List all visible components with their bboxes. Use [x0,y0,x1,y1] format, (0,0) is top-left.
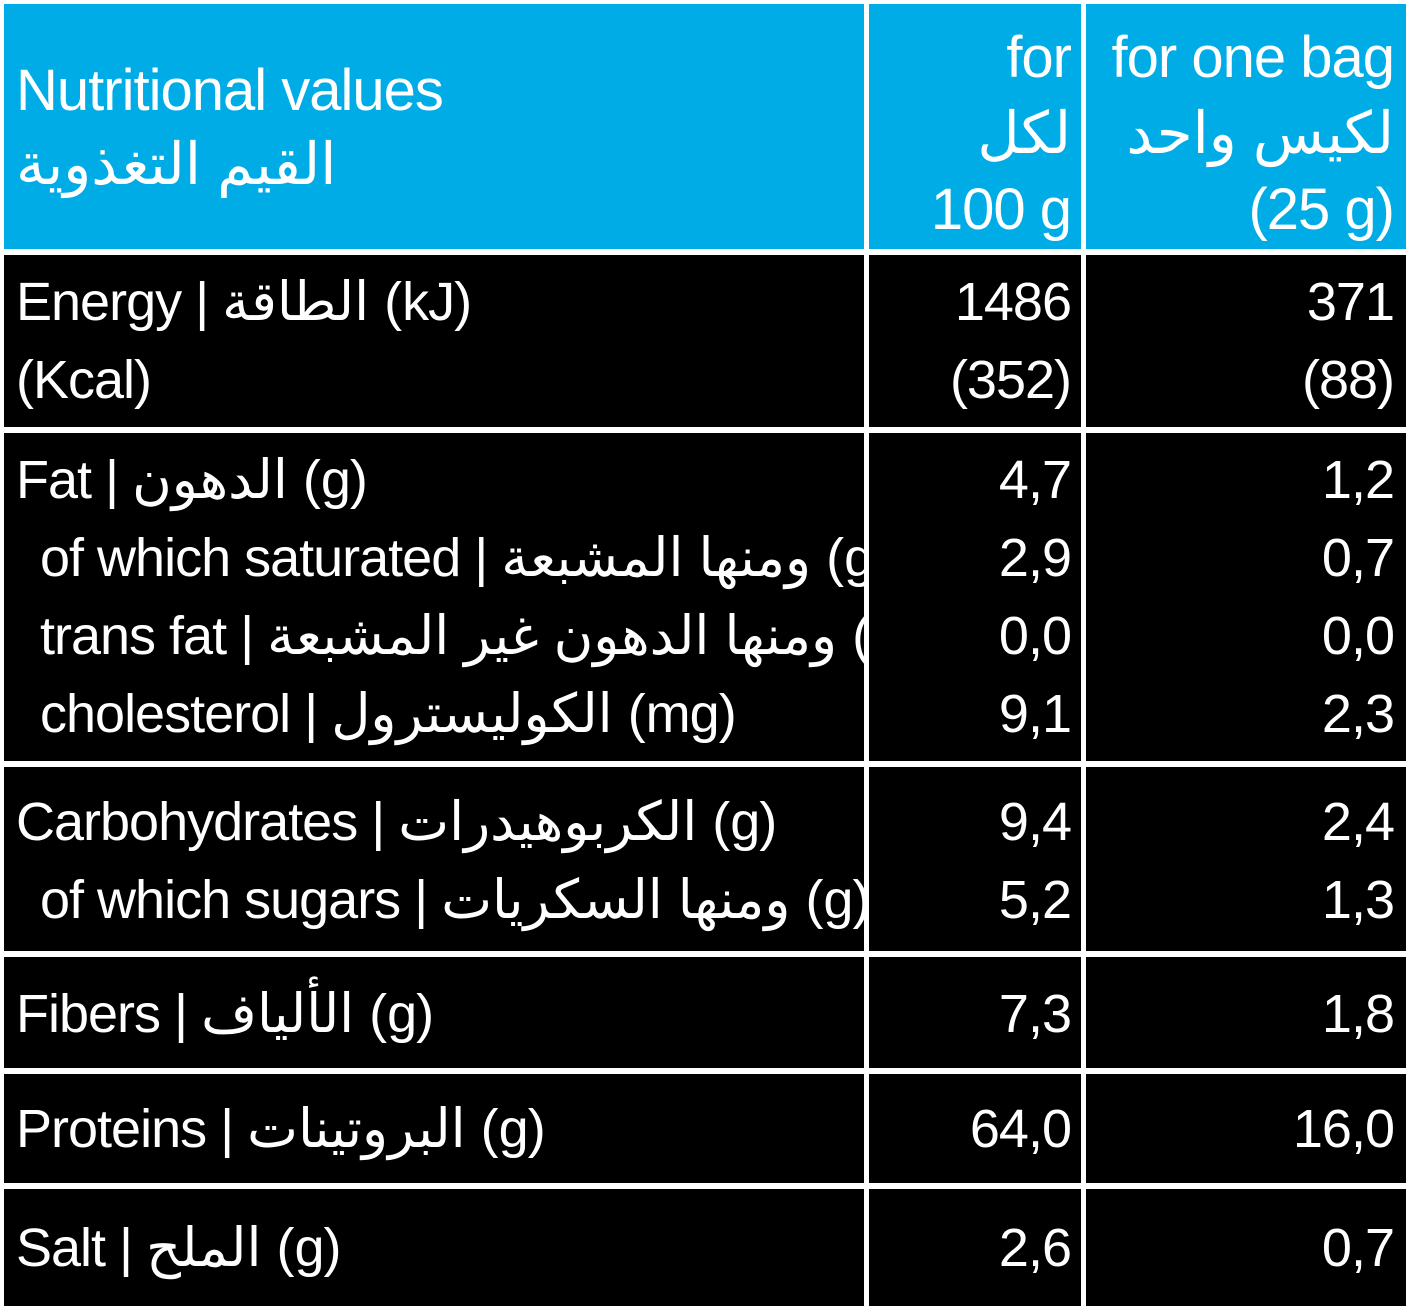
energy-label: Energy | الطاقة (kJ) [16,272,473,332]
section-salt-100g-cell: 2,6 [869,1189,1081,1306]
per-100g-label-arabic: لكل [977,101,1072,166]
proteins-bag-value: 16,0 [1292,1099,1395,1159]
section-fat-bag-cell: 1,2 0,7 0,0 2,3 [1086,433,1406,761]
trans-fat-label: trans fat | ومنها الدهون غير المشبعة (%) [40,606,864,666]
section-energy-bag-cell: 371 (88) [1086,255,1406,427]
sugars-label: of which sugars | ومنها السكريات (g) [40,870,864,930]
energy-kj-bag-value: 371 [1306,272,1395,332]
saturated-fat-label: of which saturated | ومنها المشبعة (g) [40,528,864,588]
section-carbohydrates-label-cell: Carbohydrates | الكربوهيدرات (g) of whic… [4,767,864,951]
section-fat-100g-cell: 4,7 2,9 0,0 9,1 [869,433,1081,761]
section-fibers-label-cell: Fibers | الألياف (g) [4,957,864,1068]
table-title-english: Nutritional values [16,58,444,123]
energy-kcal-label: (Kcal) [16,350,152,410]
header-title-cell: Nutritional values القيم التغذوية [4,4,864,249]
section-salt-label-cell: Salt | الملح (g) [4,1189,864,1306]
proteins-100g-value: 64,0 [969,1099,1072,1159]
section-fibers-100g-cell: 7,3 [869,957,1081,1068]
carbohydrates-100g-value: 9,4 [998,792,1072,852]
section-proteins-label-cell: Proteins | البروتينات (g) [4,1074,864,1183]
per-100g-label-amount: 100 g [930,177,1072,242]
per-bag-label-line1: for one bag [1111,25,1395,90]
fat-label: Fat | الدهون (g) [16,450,369,510]
energy-kj-100g-value: 1486 [954,272,1072,332]
saturated-fat-100g-value: 2,9 [998,528,1072,588]
fibers-100g-value: 7,3 [998,984,1072,1044]
cholesterol-label: cholesterol | الكوليسترول (mg) [40,684,738,744]
section-fibers-bag-cell: 1,8 [1086,957,1406,1068]
section-carbohydrates-bag-cell: 2,4 1,3 [1086,767,1406,951]
trans-fat-bag-value: 0,0 [1321,606,1395,666]
proteins-label: Proteins | البروتينات (g) [16,1099,547,1159]
fibers-bag-value: 1,8 [1321,984,1395,1044]
sugars-bag-value: 1,3 [1321,870,1395,930]
section-proteins-100g-cell: 64,0 [869,1074,1081,1183]
energy-kcal-bag-value: (88) [1301,350,1395,410]
table-title-arabic: القيم التغذوية [16,132,337,197]
fat-100g-value: 4,7 [998,450,1072,510]
per-bag-label-amount: (25 g) [1248,177,1395,242]
carbohydrates-bag-value: 2,4 [1321,792,1395,852]
cholesterol-bag-value: 2,3 [1321,684,1395,744]
fat-bag-value: 1,2 [1321,450,1395,510]
energy-kcal-100g-value: (352) [949,350,1072,410]
trans-fat-100g-value: 0,0 [998,606,1072,666]
section-carbohydrates-100g-cell: 9,4 5,2 [869,767,1081,951]
salt-bag-value: 0,7 [1321,1218,1395,1278]
per-bag-label-arabic: لكيس واحد [1126,101,1395,166]
cholesterol-100g-value: 9,1 [998,684,1072,744]
header-per-bag-cell: for one bag لكيس واحد (25 g) [1086,4,1406,249]
fibers-label: Fibers | الألياف (g) [16,984,435,1044]
sugars-100g-value: 5,2 [998,870,1072,930]
carbohydrates-label: Carbohydrates | الكربوهيدرات (g) [16,792,778,852]
salt-label: Salt | الملح (g) [16,1218,343,1278]
section-salt-bag-cell: 0,7 [1086,1189,1406,1306]
saturated-fat-bag-value: 0,7 [1321,528,1395,588]
section-fat-label-cell: Fat | الدهون (g) of which saturated | وم… [4,433,864,761]
section-energy-100g-cell: 1486 (352) [869,255,1081,427]
section-proteins-bag-cell: 16,0 [1086,1074,1406,1183]
header-per-100g-cell: for لكل 100 g [869,4,1081,249]
salt-100g-value: 2,6 [998,1218,1072,1278]
section-energy-label-cell: Energy | الطاقة (kJ) (Kcal) [4,255,864,427]
per-100g-label-line1: for [1006,25,1072,90]
